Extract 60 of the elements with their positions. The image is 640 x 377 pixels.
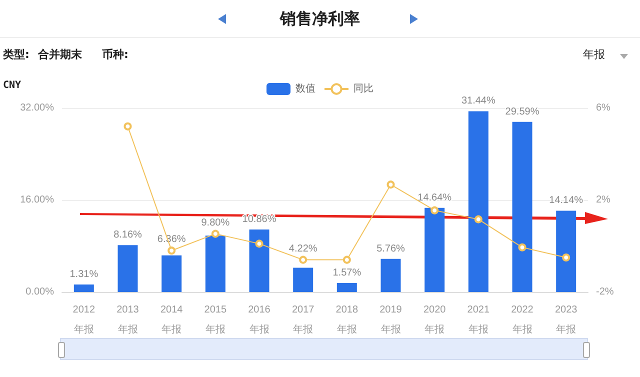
bar — [336, 282, 357, 292]
data-label: 4.22% — [288, 243, 318, 254]
text: 币种: — [102, 47, 128, 62]
bar — [249, 230, 270, 292]
x-tick-label: 2022 年报 — [511, 304, 534, 336]
bar — [512, 122, 532, 292]
x-tick-label: 2021 年报 — [467, 304, 490, 336]
x-tick-label: 2012 年报 — [72, 304, 96, 336]
data-label: 9.80% — [201, 217, 230, 228]
bar — [205, 236, 226, 292]
point — [299, 256, 308, 264]
bar — [74, 284, 94, 292]
point — [430, 206, 439, 214]
bar — [118, 245, 138, 292]
data-label: 1.57% — [332, 267, 362, 278]
point — [168, 246, 176, 255]
point — [211, 230, 220, 238]
point — [255, 240, 264, 248]
bar — [380, 258, 401, 292]
y2-tick-label: 2% — [596, 194, 611, 206]
y2-tick-label: -2% — [596, 286, 614, 298]
data-label: 31.44% — [461, 96, 496, 107]
y-tick-label: 16.00% — [20, 194, 54, 206]
legend-label: 数值 — [296, 84, 316, 94]
y-tick-label: 0.00% — [26, 286, 54, 298]
x-tick-label: 2017 年报 — [292, 304, 315, 336]
point — [518, 243, 526, 252]
point — [562, 254, 570, 262]
point — [386, 180, 395, 189]
chart-title: 销售净利率 — [278, 9, 361, 30]
data-label: 8.16% — [114, 230, 142, 241]
point — [342, 256, 351, 264]
bar — [556, 210, 576, 292]
x-tick-label: 2013 年报 — [116, 304, 140, 336]
data-label: 10.86% — [242, 214, 276, 226]
data-label: 1.31% — [70, 268, 98, 280]
data-label: 5.76% — [376, 243, 406, 254]
data-label: 14.14% — [549, 195, 584, 206]
bar — [293, 268, 314, 292]
x-tick-label: 2015 年报 — [204, 304, 227, 336]
data-label: 14.64% — [418, 192, 452, 204]
text: CNY — [3, 80, 22, 91]
point — [474, 215, 482, 224]
x-tick-label: 2014 年报 — [160, 304, 184, 336]
point — [124, 122, 132, 130]
x-tick-label: 2018 年报 — [336, 304, 358, 336]
text: 合并期末 — [38, 47, 82, 62]
y-tick-label: 32.00% — [20, 102, 54, 114]
text: 类型: — [3, 47, 30, 62]
legend-label: 同比 — [354, 82, 374, 94]
x-tick-label: 2020 年报 — [423, 304, 446, 336]
x-tick-label: 2023 年报 — [554, 304, 578, 336]
text: 年报 — [583, 47, 605, 62]
data-label: 29.59% — [505, 106, 540, 118]
y2-tick-label: 6% — [596, 102, 611, 114]
bar — [468, 111, 488, 292]
bar — [424, 208, 445, 292]
x-tick-label: 2019 年报 — [380, 304, 402, 336]
x-tick-label: 2016 年报 — [248, 304, 271, 336]
bar — [162, 255, 182, 292]
